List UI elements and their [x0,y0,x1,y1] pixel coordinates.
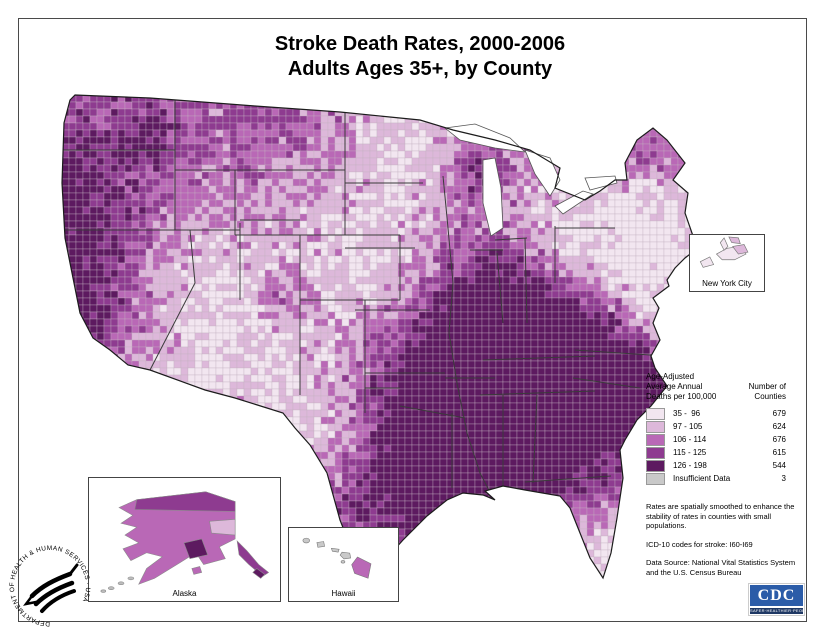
cdc-logo-tagline: SAFER·HEALTHIER·PEOPLE™ [750,608,803,614]
map-legend: Age-Adjusted Average Annual Deaths per 1… [646,372,786,485]
legend-row: Insufficient Data 3 [646,472,786,485]
page-title: Stroke Death Rates, 2000-2006 Adults Age… [20,32,820,82]
great-lakes [444,123,618,237]
legend-swatch [646,420,665,433]
legend-title: Age-Adjusted Average Annual Deaths per 1… [646,372,717,401]
footnotes: Rates are spatially smoothed to enhance … [646,502,800,586]
legend-row: 106 - 114 676 [646,433,786,446]
title-line-1: Stroke Death Rates, 2000-2006 [274,33,566,55]
nyc-inset: New York City [689,234,765,292]
legend-swatch [646,407,665,420]
legend-row: 35 - 96 679 [646,407,786,420]
alaska-inset-label: Alaska [172,589,197,598]
legend-counts-header: Number of Counties [748,382,786,401]
note-data-source: Data Source: National Vital Statistics S… [646,558,796,577]
state-boundaries [62,96,666,497]
hhs-eagle-icon [23,563,79,613]
hawaii-inset-label: Hawaii [331,589,356,598]
legend-swatch [646,446,665,459]
legend-swatch [646,472,665,485]
hawaii-map [302,537,372,579]
hhs-logo: DEPARTMENT OF HEALTH & HUMAN SERVICES · … [9,545,91,627]
legend-row: 97 - 105 624 [646,420,786,433]
hhs-ring-text: DEPARTMENT OF HEALTH & HUMAN SERVICES · … [9,545,91,627]
legend-rows: 35 - 96 679 97 - 105 624 106 - 114 676 1… [646,407,786,485]
legend-swatch [646,433,665,446]
legend-row: 126 - 198 544 [646,459,786,472]
title-line-2: Adults Ages 35+, by County [287,58,553,80]
note-smoothing: Rates are spatially smoothed to enhance … [646,502,795,530]
nyc-boroughs-map [699,236,749,268]
cdc-logo-text: CDC [750,585,803,606]
alaska-map [100,491,270,593]
legend-swatch [646,459,665,472]
note-icd-codes: ICD-10 codes for stroke: I60-I69 [646,539,753,549]
cdc-logo: CDC SAFER·HEALTHIER·PEOPLE™ [748,583,805,616]
legend-row: 115 - 125 615 [646,446,786,459]
page-border [18,18,807,622]
hawaii-inset: Hawaii [288,527,399,602]
alaska-inset: Alaska [88,477,281,602]
us-county-map [61,94,699,584]
nyc-inset-label: New York City [702,279,752,288]
